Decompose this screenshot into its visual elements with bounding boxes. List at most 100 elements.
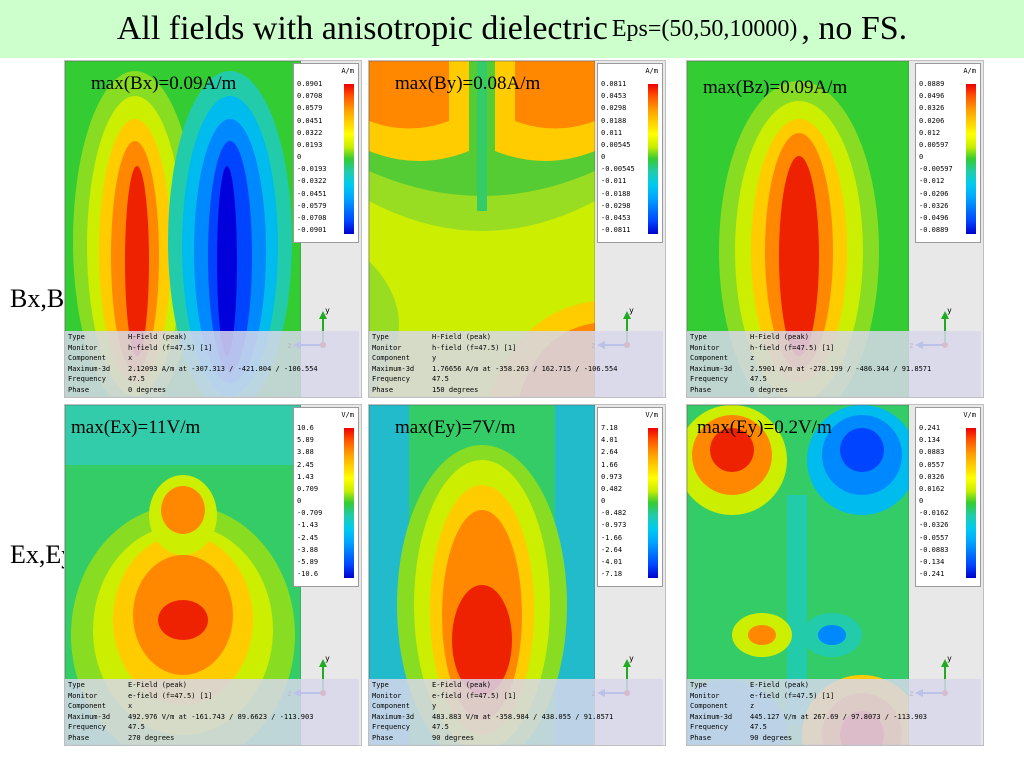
legend-tick: 0.482 [601, 484, 623, 493]
legend-tick: -0.973 [601, 521, 627, 530]
info-value: 150 degrees [432, 385, 479, 394]
info-key: Frequency [690, 375, 728, 384]
info-value: 270 degrees [128, 733, 175, 742]
info-value: E-Field (peak) [432, 681, 492, 689]
legend-tick: -0.0579 [297, 201, 327, 210]
legend-tick: 0 [601, 497, 606, 505]
legend-tick: 0.0883 [919, 448, 945, 457]
info-key: Monitor [690, 691, 720, 700]
legend-tick: 0.0298 [601, 104, 627, 113]
info-row: Monitor e-field (f=47.5) [1] [68, 691, 356, 702]
info-row: Type H-Field (peak) [68, 332, 356, 343]
info-row: Frequency 47.5 [372, 722, 660, 733]
legend-tick: -1.43 [297, 521, 319, 530]
legend-tick: 1.43 [297, 472, 314, 481]
legend-tick: 0.134 [919, 436, 941, 445]
info-row: Phase 150 degrees [372, 385, 660, 396]
legend-tick: -3.88 [297, 545, 319, 554]
info-value: 2.12093 A/m at -307.313 / -421.804 / -10… [128, 364, 318, 373]
info-row: Component y [372, 701, 660, 712]
info-key: Maximum-3d [690, 712, 733, 721]
monitor-info-box: Type H-Field (peak) Monitor h-field (f=47.5… [65, 331, 359, 397]
legend-tick: -7.18 [601, 570, 623, 578]
legend-tick: -0.012 [919, 177, 945, 186]
legend-tick: -4.01 [601, 557, 623, 566]
legend-tick: -0.0326 [919, 201, 949, 210]
info-row: Type H-Field (peak) [690, 332, 978, 343]
legend-tick: -0.011 [601, 177, 627, 186]
legend-tick: 0 [601, 153, 606, 161]
legend-tick: -0.134 [919, 557, 945, 566]
info-row: Frequency 47.5 [68, 374, 356, 385]
legend-unit: V/m [341, 411, 354, 419]
info-row: Type H-Field (peak) [372, 332, 660, 343]
info-key: Phase [690, 385, 712, 394]
info-row: Maximum-3d 1.76656 A/m at -358.263 / 162.… [372, 364, 660, 375]
info-key: Monitor [372, 343, 402, 352]
info-value: y [432, 354, 437, 363]
info-row: Frequency 47.5 [372, 374, 660, 385]
legend-tick: 2.64 [601, 448, 618, 457]
info-row: Phase 0 degrees [68, 385, 356, 396]
legend-tick: 0 [297, 153, 302, 161]
info-row: Monitor e-field (f=47.5) [1] [372, 691, 660, 702]
info-row: Phase 90 degrees [690, 733, 978, 744]
legend-tick: 0.0322 [297, 128, 323, 137]
legend-tick: -1.66 [601, 533, 623, 542]
legend-tick: -0.00545 [601, 165, 635, 174]
info-value: x [128, 702, 133, 711]
info-row: Frequency 47.5 [690, 374, 978, 385]
info-row: Frequency 47.5 [68, 722, 356, 733]
contour-map [65, 61, 301, 397]
legend-color-bar [648, 84, 658, 234]
color-legend: V/m 10.6 5.89 3.88 2.45 1.43 0.709 0 -0.709 -1.43… [293, 407, 359, 587]
info-key: Monitor [68, 691, 98, 700]
info-key: Monitor [68, 343, 98, 352]
legend-color-bar [344, 428, 354, 578]
legend-tick: -0.482 [601, 509, 627, 518]
info-value: 47.5 [750, 375, 767, 384]
info-key: Component [372, 354, 410, 363]
title-main: All fields with anisotropic dielectric [116, 10, 608, 47]
info-value: E-Field (peak) [128, 681, 188, 689]
legend-color-bar [966, 84, 976, 234]
title-suffix: , no FS. [801, 10, 908, 47]
info-value: e-field (f=47.5) [1] [750, 691, 835, 700]
title-eps: Eps=(50,50,10000) [611, 15, 798, 42]
legend-tick: 0.0579 [297, 104, 323, 113]
color-legend: V/m 7.18 4.01 2.64 1.66 0.973 0.482 0 -0.482 -0.9… [597, 407, 663, 587]
legend-tick: -5.89 [297, 557, 319, 566]
legend-tick: -0.0206 [919, 189, 949, 198]
info-key: Maximum-3d [372, 364, 415, 373]
legend-tick: -0.0557 [919, 533, 949, 542]
legend-tick: 0.0326 [919, 472, 945, 481]
info-key: Component [68, 702, 106, 711]
info-value: 2.5901 A/m at -278.199 / -486.344 / 91.8… [750, 364, 932, 373]
legend-tick: -0.0883 [919, 545, 949, 554]
info-key: Maximum-3d [68, 712, 111, 721]
info-value: 47.5 [750, 723, 767, 732]
legend-tick: 0.973 [601, 472, 623, 481]
info-row: Maximum-3d 2.5901 A/m at -278.199 / -486.… [690, 364, 978, 375]
max-label: max(Ex)=11V/m [71, 417, 201, 438]
legend-tick: 0.011 [601, 128, 623, 137]
info-key: Type [68, 681, 85, 689]
info-key: Maximum-3d [68, 364, 111, 373]
legend-tick: 0 [919, 153, 924, 161]
info-key: Phase [372, 385, 394, 394]
legend-tick: -0.0453 [601, 213, 631, 222]
info-key: Type [690, 333, 707, 341]
legend-tick: 7.18 [601, 424, 618, 432]
axis-label-up: y [947, 654, 952, 663]
legend-tick: -10.6 [297, 570, 319, 578]
info-value: 483.883 V/m at -358.984 / 438.055 / 91.8… [432, 712, 614, 721]
max-label: max(By)=0.08A/m [395, 73, 541, 94]
info-row: Component x [68, 701, 356, 712]
info-row: Maximum-3d 2.12093 A/m at -307.313 / -421… [68, 364, 356, 375]
legend-tick: 0.0162 [919, 484, 945, 493]
info-key: Component [68, 354, 106, 363]
info-value: e-field (f=47.5) [1] [128, 691, 213, 700]
monitor-info-box: Type E-Field (peak) Monitor e-field (f=47.5… [369, 679, 663, 745]
info-key: Monitor [690, 343, 720, 352]
legend-tick: -0.0451 [297, 189, 327, 198]
